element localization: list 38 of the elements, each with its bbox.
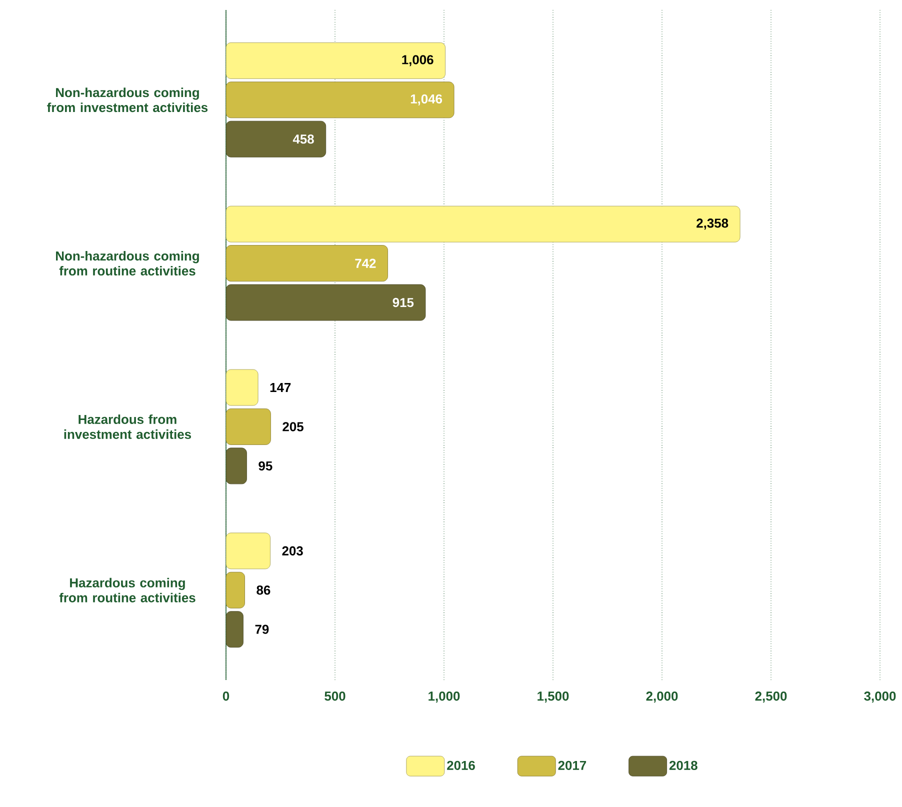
bar xyxy=(226,572,245,608)
x-tick-label: 3,000 xyxy=(864,692,896,703)
legend-label: 2017 xyxy=(558,760,586,770)
data-label: 742 xyxy=(355,258,376,268)
x-tick-label: 500 xyxy=(324,692,346,701)
y-tick-label: Non-hazardous coming from investment activities xyxy=(47,88,208,112)
y-tick-label: Non-hazardous coming from routine activities xyxy=(56,251,199,276)
data-label: 95 xyxy=(258,461,272,471)
data-label: 203 xyxy=(282,546,303,556)
data-label: 1,006 xyxy=(402,55,434,66)
data-label: 915 xyxy=(392,298,414,308)
bar xyxy=(226,42,446,79)
bar xyxy=(226,532,270,570)
data-label: 79 xyxy=(255,624,269,634)
data-label: 86 xyxy=(256,586,270,595)
bar xyxy=(226,82,454,118)
data-label: 147 xyxy=(270,383,291,392)
bar xyxy=(226,245,388,282)
x-tick-label: 2,000 xyxy=(646,692,678,703)
bar xyxy=(226,206,740,242)
data-label: 458 xyxy=(292,134,314,144)
legend-label: 2016 xyxy=(447,760,475,770)
x-tick-label: 2,500 xyxy=(755,692,787,703)
bar xyxy=(226,611,244,648)
bar xyxy=(226,284,426,321)
data-label: 1,046 xyxy=(410,94,442,106)
x-tick-label: 1,500 xyxy=(538,692,569,703)
bar xyxy=(226,369,258,406)
data-label: 205 xyxy=(282,422,304,432)
data-label: 2,358 xyxy=(696,218,728,230)
x-tick-label: 0 xyxy=(222,692,230,701)
bar xyxy=(226,448,247,484)
legend-label: 2018 xyxy=(669,760,698,770)
bar xyxy=(226,408,271,445)
x-tick-label: 1,000 xyxy=(428,692,460,703)
y-tick-label: Hazardous from investment activities xyxy=(64,414,191,439)
bar xyxy=(226,120,326,158)
y-tick-label: Hazardous coming from routine activities xyxy=(59,578,196,602)
